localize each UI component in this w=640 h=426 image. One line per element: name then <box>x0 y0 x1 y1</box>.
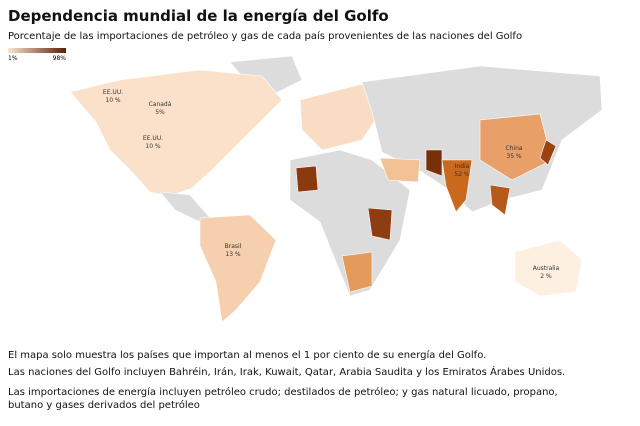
country-value: 13 % <box>225 251 241 258</box>
country-name: Australia <box>533 265 560 272</box>
country-name: EE.UU. <box>143 135 163 142</box>
note: El mapa solo muestra los países que impo… <box>8 350 487 361</box>
subtitle: Porcentaje de las importaciones de petró… <box>8 31 523 42</box>
country-value: 35 % <box>506 153 522 160</box>
country-value: 10 % <box>145 143 161 150</box>
legend-min: 1% <box>8 55 18 62</box>
title: Dependencia mundial de la energía del Go… <box>8 7 389 25</box>
country-value: 52 % <box>454 171 470 178</box>
country-name: Canadá <box>149 101 172 108</box>
country-name: India <box>455 163 470 170</box>
country-name: Brasil <box>225 243 242 250</box>
note: Las naciones del Golfo incluyen Bahréin,… <box>8 367 566 378</box>
country-value: 10 % <box>105 97 121 104</box>
country-value: 2 % <box>540 273 552 280</box>
land <box>69 55 603 323</box>
legend-max: 98% <box>53 55 67 62</box>
country-value: 5% <box>155 109 165 116</box>
legend-bar <box>8 48 66 53</box>
note: Las importaciones de energía incluyen pe… <box>8 387 558 411</box>
country-name: China <box>505 145 522 152</box>
country-name: EE.UU. <box>103 89 123 96</box>
